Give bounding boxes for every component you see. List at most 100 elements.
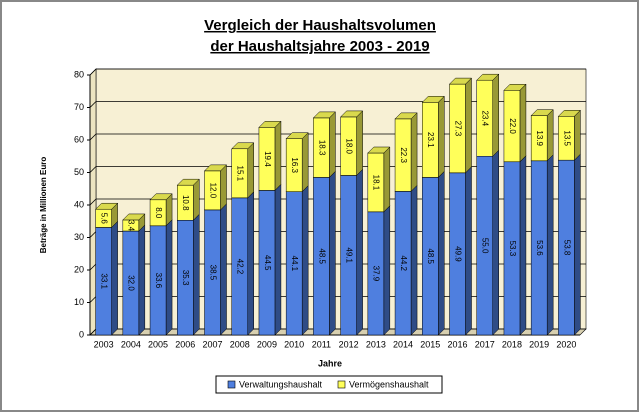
value-label: 13.5	[562, 130, 571, 146]
bar-top	[476, 73, 500, 81]
grid-line	[89, 133, 97, 141]
x-tick-label: 2012	[339, 339, 359, 349]
x-tick-label: 2020	[556, 339, 576, 349]
y-tick-label: 20	[74, 264, 84, 274]
x-tick-label: 2013	[366, 339, 386, 349]
legend-label: Vermögenshaushalt	[349, 379, 429, 389]
bar-side	[220, 164, 227, 211]
bar-side	[329, 170, 336, 336]
value-label: 23.1	[426, 132, 435, 148]
bar-side	[193, 178, 200, 221]
bar-top	[149, 193, 173, 201]
bar-side	[574, 153, 581, 336]
grid-line	[89, 231, 97, 238]
grid-line	[89, 296, 97, 303]
chart-title: der Haushaltsjahre 2003 - 2019	[210, 38, 429, 55]
bar-side	[274, 120, 282, 191]
value-label: 37.9	[372, 266, 381, 282]
bar-top	[312, 111, 336, 119]
value-label: 53.8	[562, 240, 571, 256]
bar-side	[546, 154, 554, 336]
bar-side	[138, 224, 146, 336]
x-axis-label: Jahre	[318, 358, 342, 368]
bar-side	[438, 95, 445, 178]
x-tick-label: 2007	[202, 339, 222, 349]
y-tick-label: 10	[74, 297, 84, 307]
value-label: 22.3	[399, 147, 408, 163]
y-tick-label: 70	[74, 102, 84, 112]
bar-side	[301, 132, 309, 193]
bar-side	[410, 184, 418, 336]
x-tick-label: 2004	[121, 339, 141, 349]
legend-swatch	[337, 380, 346, 389]
bar-top	[176, 178, 200, 186]
grid-line	[89, 263, 97, 271]
x-tick-label: 2006	[175, 339, 195, 349]
bar-top	[367, 146, 391, 154]
bar-top	[557, 110, 581, 117]
value-label: 23.4	[481, 110, 490, 126]
value-label: 12.0	[208, 183, 217, 199]
bar-top	[421, 96, 445, 103]
value-label: 33.6	[154, 273, 163, 289]
x-tick-label: 2017	[475, 339, 495, 349]
bar-top	[122, 213, 146, 221]
bar-side	[247, 142, 254, 199]
value-label: 18.0	[345, 138, 354, 154]
value-label: 55.0	[481, 238, 490, 254]
grid-line	[89, 166, 97, 173]
value-label: 49.1	[345, 247, 354, 263]
bar-side	[519, 155, 527, 336]
bar-side	[546, 109, 554, 162]
bar-side	[519, 83, 527, 163]
bar-side	[492, 149, 499, 336]
value-label: 15.1	[236, 166, 245, 182]
x-tick-label: 2015	[420, 339, 440, 349]
value-label: 3.4	[127, 220, 136, 232]
y-axis-label: Beträge in Millionen Euro	[39, 157, 48, 254]
value-label: 48.5	[317, 248, 326, 264]
value-label: 35.3	[181, 270, 190, 286]
bar-top	[394, 112, 418, 120]
x-tick-label: 2018	[502, 339, 522, 349]
value-label: 33.1	[100, 273, 109, 289]
value-label: 53.6	[535, 240, 544, 256]
value-label: 49.9	[453, 246, 462, 262]
bar-side	[438, 170, 445, 336]
bar-side	[465, 166, 472, 336]
bar-side	[111, 220, 118, 336]
bar-side	[383, 205, 391, 336]
value-label: 48.5	[426, 248, 435, 264]
x-tick-label: 2009	[257, 339, 277, 349]
bar-top	[340, 110, 364, 118]
bar-side	[465, 77, 472, 174]
value-label: 13.9	[535, 130, 544, 146]
x-tick-label: 2008	[230, 339, 250, 349]
bar-top	[530, 109, 554, 116]
bar-side	[356, 168, 363, 336]
bar-side	[165, 219, 173, 336]
x-tick-label: 2016	[447, 339, 467, 349]
legend-label: Verwaltungshaushalt	[239, 379, 323, 389]
legend-swatch	[227, 380, 236, 389]
value-label: 8.0	[154, 207, 163, 219]
bar-side	[329, 111, 336, 178]
x-tick-label: 2014	[393, 339, 413, 349]
y-tick-label: 50	[74, 167, 84, 177]
bar-side	[492, 73, 499, 157]
x-tick-label: 2011	[312, 339, 331, 349]
x-tick-label: 2010	[284, 339, 304, 349]
grid-line	[89, 101, 97, 108]
bar-top	[95, 202, 119, 210]
bar-side	[383, 146, 391, 213]
value-label: 27.3	[453, 121, 462, 137]
value-label: 10.8	[181, 195, 190, 211]
value-label: 42.2	[236, 259, 245, 275]
legend	[215, 375, 443, 394]
bar-top	[203, 164, 228, 172]
y-tick-label: 40	[74, 199, 84, 209]
value-label: 38.5	[208, 265, 217, 281]
value-label: 5.6	[100, 213, 109, 225]
grid-line	[89, 198, 97, 206]
